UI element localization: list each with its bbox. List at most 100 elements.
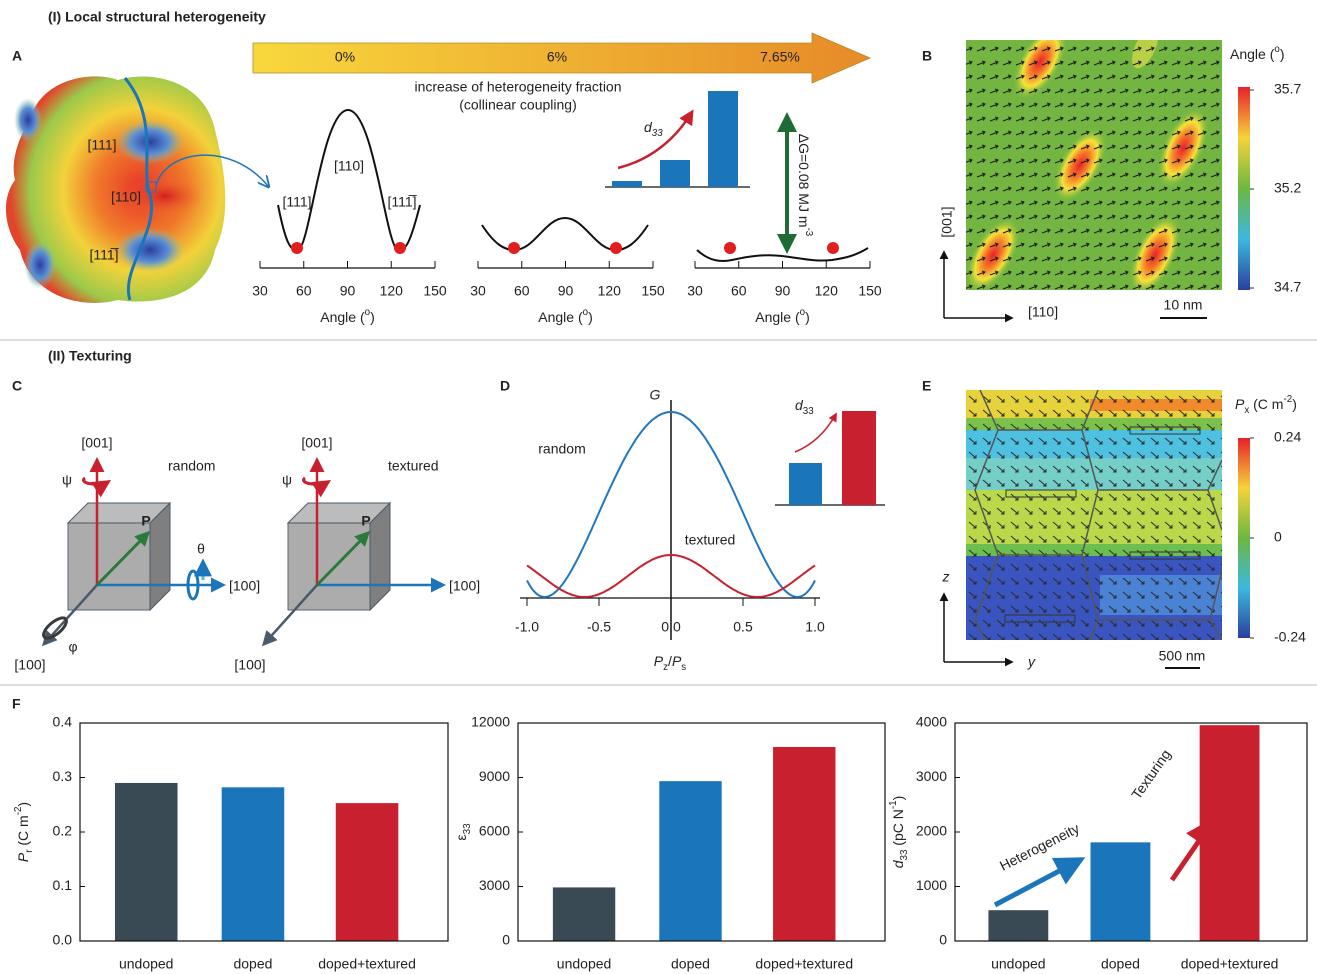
axis-label: [110] (1028, 304, 1058, 320)
label-part: ) (1292, 396, 1297, 412)
colorbar (1238, 438, 1250, 638)
x-tick-label: 120 (815, 283, 839, 299)
colorbar-tick-label: 0 (1274, 529, 1282, 545)
axis-label: ε33 (453, 823, 473, 841)
colorbar-tick-label: 34.7 (1274, 279, 1301, 295)
subcaption: (collinear coupling) (459, 97, 577, 113)
label-part: Angle ( (755, 309, 800, 325)
scale-bar-label: 500 nm (1159, 648, 1206, 664)
x-tick-label: 150 (641, 283, 665, 299)
x-tick-label: 150 (858, 283, 882, 299)
y-tick-label: 6000 (479, 823, 510, 839)
x-tick-label: undoped (119, 956, 174, 972)
panel-letter: A (12, 48, 22, 64)
direction-label: [110] (334, 158, 364, 174)
direction-label: [110] (111, 189, 141, 205)
label-part: (pC N (890, 809, 906, 849)
arrow-label: 6% (547, 49, 567, 65)
label-part: -2 (13, 807, 24, 816)
axis-label: [001] (81, 435, 112, 451)
energy-curves (278, 110, 868, 261)
bar (659, 781, 721, 941)
direction-label: [111] (282, 194, 311, 210)
panel-letter: B (922, 48, 932, 64)
axis-label: [100] (14, 657, 45, 673)
bar (553, 887, 615, 941)
x-tick-label: doped (233, 956, 272, 972)
x-tick-label: undoped (557, 956, 612, 972)
panel-letter: F (12, 696, 21, 712)
label-part: Angle ( (320, 309, 365, 325)
bar (115, 783, 178, 941)
panel-letter: C (12, 378, 22, 394)
bar (988, 910, 1048, 941)
axis-label: d33 (pC N-1) (888, 796, 910, 869)
colorbar-tick-label: 35.7 (1274, 81, 1301, 97)
label-part: 33 (899, 849, 910, 860)
label-part: Angle ( (1230, 46, 1275, 62)
x-tick-label: 60 (514, 283, 530, 299)
inset-label: d33 (644, 119, 663, 139)
y-tick-label: 0.3 (53, 768, 73, 784)
vector-label: P (141, 513, 150, 529)
angle-map (955, 16, 1222, 304)
bar (222, 787, 285, 941)
x-tick-label: 120 (380, 283, 404, 299)
x-tick-label: 60 (296, 283, 312, 299)
axis-label: [001] (301, 435, 332, 451)
diagram-title: textured (388, 458, 439, 474)
label-part: (C m (15, 815, 31, 849)
colorbar-title: Angle (o) (1230, 44, 1284, 62)
label-part: ) (588, 309, 593, 325)
label-part: 33 (803, 406, 814, 417)
series-label: textured (685, 532, 736, 548)
label-part: -2 (1283, 394, 1292, 405)
series-label: random (538, 441, 585, 457)
bar (1091, 842, 1151, 941)
axis-label: y (1027, 654, 1036, 670)
axis-label: [100] (234, 657, 265, 673)
label-part: Angle ( (538, 309, 583, 325)
angle-symbol: ψ (282, 472, 292, 488)
angle-symbol: φ (68, 639, 77, 655)
caption: increase of heterogeneity fraction (414, 79, 621, 95)
figure: (I) Local structural heterogeneity(II) T… (0, 0, 1317, 974)
y-tick-label: 12000 (471, 714, 510, 730)
section-title: (II) Texturing (48, 348, 132, 364)
diagram-title: random (168, 458, 215, 474)
energy-label: ΔG=0.08 MJ m-3 (796, 134, 814, 237)
y-tick-label: 0.0 (53, 932, 73, 948)
state-dots (291, 242, 839, 254)
label-part: 33 (462, 823, 473, 834)
label-part: ) (805, 309, 810, 325)
bar (336, 803, 399, 941)
y-tick-label: 0 (939, 932, 947, 948)
y-tick-label: 0.4 (53, 714, 73, 730)
x-tick-label: -0.5 (587, 619, 611, 635)
x-tick-label: 90 (775, 283, 791, 299)
axis-label: Angle (o) (755, 307, 809, 325)
x-tick-label: 90 (340, 283, 356, 299)
axis-label: [100] (449, 578, 480, 594)
x-tick-label: 150 (423, 283, 447, 299)
y-tick-label: 1000 (916, 877, 947, 893)
colorbar-tick-label: -0.24 (1274, 629, 1306, 645)
bar (1200, 725, 1260, 941)
label-part: -3 (803, 228, 814, 237)
x-tick-label: 1.0 (805, 619, 825, 635)
label-part: ) (15, 802, 31, 807)
y-tick-label: 0.2 (53, 823, 73, 839)
x-tick-label: -1.0 (515, 619, 539, 635)
axis-label: G (650, 387, 661, 403)
angle-symbol: θ (197, 541, 205, 557)
arrow-label: 7.65% (760, 49, 800, 65)
label-part: -1 (888, 800, 899, 809)
x-tick-label: doped (1101, 956, 1140, 972)
label-part: s (681, 662, 686, 673)
polarization-map (966, 390, 1222, 640)
colorbar-tick-label: 35.2 (1274, 180, 1301, 196)
y-tick-label: 0 (502, 932, 510, 948)
label-part: ΔG=0.08 MJ m (796, 134, 812, 228)
x-tick-label: doped+textured (318, 956, 416, 972)
x-tick-label: 0.0 (661, 619, 681, 635)
